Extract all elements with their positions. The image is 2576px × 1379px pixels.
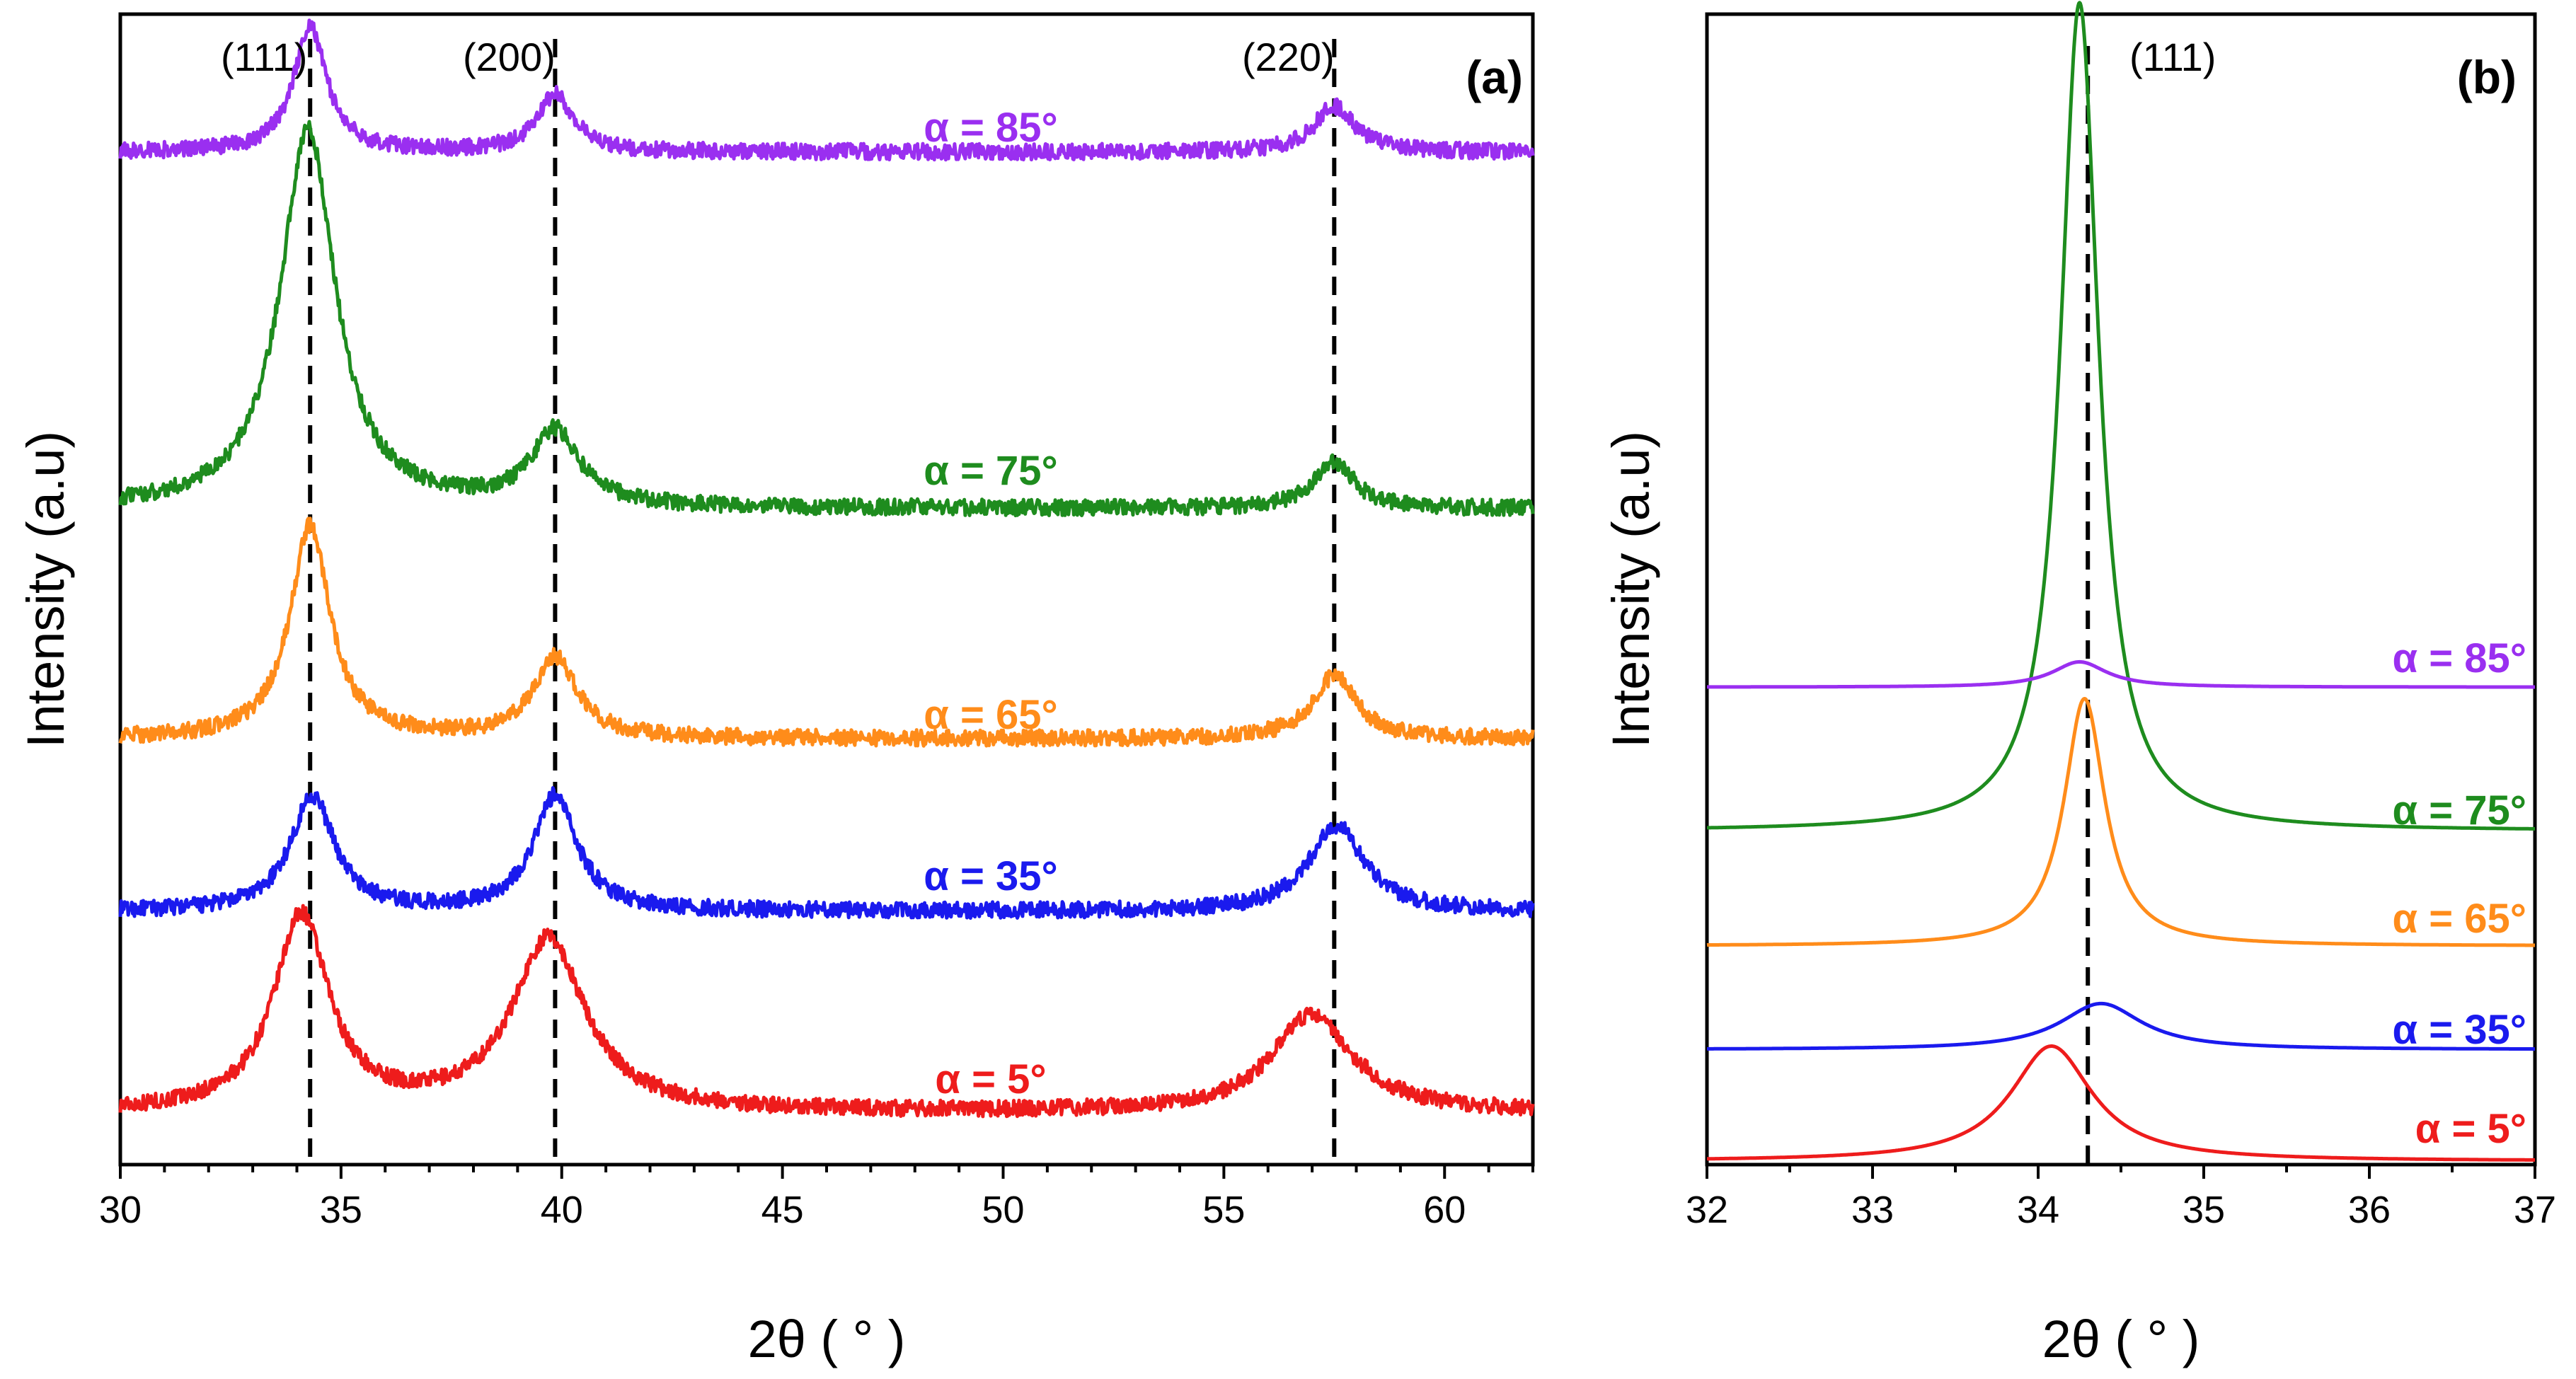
series-line [118,786,1535,920]
series-line [1706,697,2536,947]
panel-a-peak-labels: (111) (200) (220) [221,35,1335,79]
panel-b-y-axis-title: Intensity (a.u) [1602,431,1660,748]
series-line [118,517,1535,748]
series-label: α = 75° [924,448,1057,494]
x-tick-label: 45 [761,1189,804,1231]
panel-b: 32 33 34 35 36 37 (111) α = 5°α = 35°α = 65°α… [1602,1,2556,1368]
panel-a-y-axis-title: Intensity (a.u) [16,431,75,748]
panel-a-series [118,18,1535,1119]
series-label: α = 5° [935,1056,1046,1102]
x-tick-label: 60 [1423,1189,1466,1231]
x-tick-label: 36 [2348,1189,2391,1231]
x-tick-label: 50 [982,1189,1024,1231]
series-line [1706,1001,2536,1051]
series-label: α = 5° [2415,1106,2526,1152]
panel-b-x-ticks: 32 33 34 35 36 37 [1686,1165,2556,1231]
panel-b-frame [1705,12,2537,1167]
x-tick-label: 32 [1686,1189,1728,1231]
series-line [118,18,1535,162]
peak-label: (111) [221,35,307,79]
panel-a-series-labels: α = 5° α = 35° α = 65° α = 75° α = 85° [924,105,1057,1102]
series-line [118,904,1535,1119]
panel-b-series-labels: α = 5° α = 35° α = 65° α = 75° α = 85° [2393,635,2526,1152]
panel-a-reference-lines [308,39,1337,1165]
panel-b-series [1706,1,2536,1162]
series-line [1706,659,2536,689]
panel-a-label: (a) [1466,51,1523,103]
x-tick-label: 37 [2514,1189,2556,1231]
series-line [118,120,1535,518]
panel-a-x-ticks: 30 35 40 45 50 55 60 [99,1165,1534,1231]
series-label: α = 35° [924,853,1057,899]
series-label: α = 35° [2393,1007,2526,1053]
x-tick-label: 35 [320,1189,362,1231]
series-label: α = 65° [924,692,1057,738]
x-tick-label: 34 [2017,1189,2059,1231]
peak-label: (200) [463,35,556,79]
x-tick-label: 55 [1202,1189,1245,1231]
panel-a-x-axis-title: 2θ ( ° ) [748,1310,906,1368]
x-tick-label: 35 [2183,1189,2225,1231]
panel-b-label: (b) [2457,51,2517,103]
peak-label: (220) [1242,35,1335,79]
panel-b-peak-labels: (111) [2129,35,2216,79]
series-line [1706,1,2536,831]
peak-label: (111) [2129,35,2216,79]
series-label: α = 85° [924,105,1057,151]
series-line [1706,1044,2536,1162]
panel-b-x-axis-title: 2θ ( ° ) [2042,1310,2200,1368]
x-tick-label: 30 [99,1189,142,1231]
x-tick-label: 40 [541,1189,583,1231]
series-label: α = 65° [2393,896,2526,942]
series-label: α = 75° [2393,787,2526,833]
panel-a: 30 35 40 45 50 55 60 (111) (200) (220) α = 5°α =… [16,12,1535,1368]
x-tick-label: 33 [1851,1189,1894,1231]
series-label: α = 85° [2393,635,2526,681]
